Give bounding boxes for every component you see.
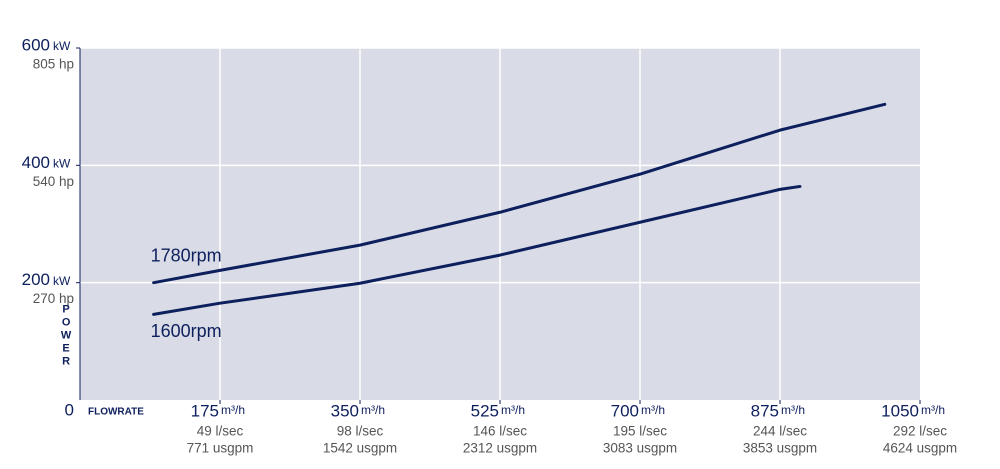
- y-tick-label: 200: [22, 270, 50, 289]
- x-secondary-label: 98 l/sec: [337, 424, 384, 439]
- x-tertiary-label: 3083 usgpm: [603, 441, 677, 456]
- x-tick-label: 350: [331, 401, 359, 420]
- y-tick-label: 600: [22, 35, 50, 54]
- y-secondary-label: 805 hp: [33, 57, 74, 72]
- x-tertiary-label: 771 usgpm: [187, 441, 254, 456]
- x-tertiary-label: 1542 usgpm: [323, 441, 397, 456]
- y-tick-unit: kW: [53, 157, 71, 171]
- y-tick-label: 0: [65, 400, 74, 419]
- x-secondary-label: 49 l/sec: [197, 424, 244, 439]
- x-tick-label: 525: [471, 401, 499, 420]
- x-tertiary-label: 2312 usgpm: [463, 441, 537, 456]
- x-axis-title: FLOWRATE: [88, 407, 144, 418]
- x-tick-unit: m³/h: [221, 403, 245, 417]
- x-tick-label: 875: [751, 401, 779, 420]
- y-secondary-label: 270 hp: [33, 291, 74, 306]
- x-tertiary-label: 3853 usgpm: [743, 441, 817, 456]
- x-tick-unit: m³/h: [641, 403, 665, 417]
- series-label: 1600rpm: [151, 321, 222, 341]
- x-tick-unit: m³/h: [781, 403, 805, 417]
- x-secondary-label: 195 l/sec: [613, 424, 667, 439]
- x-tick-label: 1050: [881, 401, 919, 420]
- y-axis-title: POWER: [60, 304, 72, 369]
- y-tick-unit: kW: [53, 39, 71, 53]
- x-secondary-label: 292 l/sec: [893, 424, 947, 439]
- y-tick-label: 400: [22, 153, 50, 172]
- x-tertiary-label: 4624 usgpm: [883, 441, 957, 456]
- x-secondary-label: 244 l/sec: [753, 424, 807, 439]
- series-line: [152, 102, 887, 285]
- series-line: [152, 184, 802, 316]
- x-tick-unit: m³/h: [501, 403, 525, 417]
- x-tick-unit: m³/h: [921, 403, 945, 417]
- x-tick-label: 175: [191, 401, 219, 420]
- y-tick-unit: kW: [53, 274, 71, 288]
- y-secondary-label: 540 hp: [33, 174, 74, 189]
- x-secondary-label: 146 l/sec: [473, 424, 527, 439]
- series-label: 1780rpm: [151, 245, 222, 265]
- x-tick-label: 700: [611, 401, 639, 420]
- x-tick-unit: m³/h: [361, 403, 385, 417]
